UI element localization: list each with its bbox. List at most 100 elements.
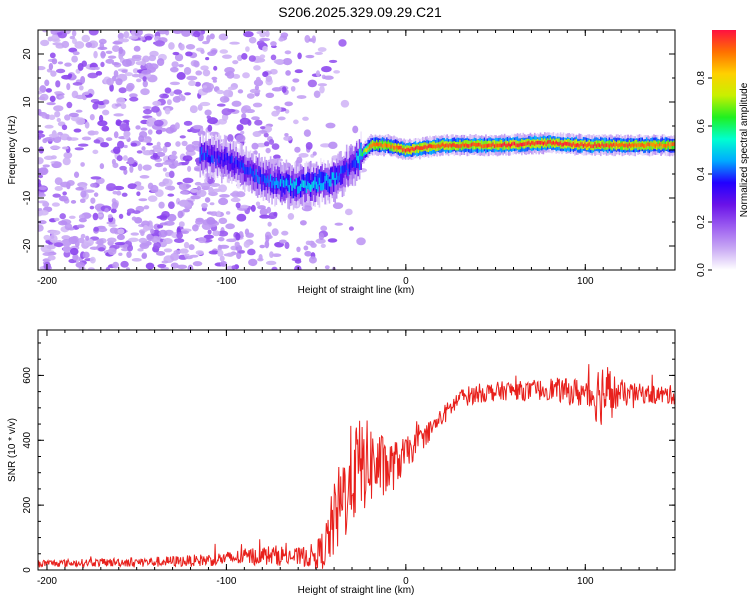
heatmap-cell bbox=[248, 258, 258, 267]
heatmap-cell bbox=[152, 145, 161, 150]
heatmap-cell bbox=[118, 87, 127, 94]
heatmap-cell bbox=[59, 181, 71, 188]
heatmap-cell bbox=[325, 173, 328, 181]
snr-y-label: SNR (10 * v/v) bbox=[7, 418, 18, 482]
heatmap-cell bbox=[193, 31, 201, 38]
heatmap-cell bbox=[209, 156, 212, 164]
heatmap-cell bbox=[411, 146, 414, 151]
heatmap-cell bbox=[284, 50, 292, 55]
heatmap-cell bbox=[200, 49, 205, 54]
heatmap-cell bbox=[227, 134, 234, 143]
heatmap-cell bbox=[615, 142, 618, 147]
heatmap-cell bbox=[139, 242, 150, 250]
heatmap-cell bbox=[178, 93, 183, 97]
heatmap-cell bbox=[137, 163, 143, 172]
heatmap-cell bbox=[261, 174, 263, 182]
heatmap-cell bbox=[516, 143, 519, 148]
heatmap-cell bbox=[589, 144, 592, 149]
heatmap-cell bbox=[123, 130, 131, 137]
heatmap-cell bbox=[625, 143, 628, 147]
heatmap-cell bbox=[391, 143, 394, 148]
heatmap-cell bbox=[470, 142, 473, 147]
heatmap-cell bbox=[236, 159, 239, 168]
heatmap-cell bbox=[129, 96, 139, 102]
heatmap-cell bbox=[238, 161, 240, 169]
heatmap-cell bbox=[485, 143, 487, 148]
heatmap-cell bbox=[254, 85, 260, 91]
heatmap-cell bbox=[254, 119, 263, 126]
heatmap-cell bbox=[406, 147, 408, 152]
heatmap-cell bbox=[673, 142, 675, 146]
y-tick-label: 600 bbox=[22, 367, 33, 384]
heatmap-cell bbox=[324, 176, 326, 184]
heatmap-cell bbox=[640, 143, 642, 147]
heatmap-cell bbox=[42, 30, 48, 33]
heatmap-cell bbox=[281, 179, 283, 197]
heatmap-cell bbox=[318, 177, 321, 186]
heatmap-cell bbox=[320, 225, 328, 232]
heatmap-cell bbox=[38, 220, 47, 225]
heatmap-cell bbox=[401, 148, 404, 152]
heatmap-cell bbox=[178, 63, 184, 68]
heatmap-cell bbox=[256, 142, 267, 148]
heatmap-cell bbox=[125, 267, 131, 270]
heatmap-cell bbox=[323, 75, 334, 80]
heatmap-cell bbox=[281, 86, 287, 93]
heatmap-cell bbox=[294, 259, 302, 264]
heatmap-cell bbox=[523, 142, 526, 146]
heatmap-cell bbox=[366, 148, 368, 153]
heatmap-cell bbox=[542, 141, 545, 146]
heatmap-cell bbox=[207, 51, 217, 57]
heatmap-cell bbox=[660, 142, 662, 147]
heatmap-cell bbox=[38, 96, 46, 101]
y-tick-label: 20 bbox=[22, 48, 33, 60]
heatmap-cell bbox=[177, 210, 184, 219]
heatmap-cell bbox=[407, 147, 410, 152]
heatmap-cell bbox=[242, 72, 250, 79]
heatmap-cell bbox=[278, 181, 281, 190]
heatmap-cell bbox=[75, 117, 86, 126]
heatmap-cell bbox=[271, 228, 279, 236]
heatmap-cell bbox=[489, 143, 492, 148]
heatmap-cell bbox=[252, 131, 262, 138]
colorbar-tick-label: 0.2 bbox=[696, 215, 707, 229]
heatmap-cell bbox=[614, 143, 616, 148]
heatmap-cell bbox=[57, 31, 67, 39]
heatmap-cell bbox=[358, 153, 361, 171]
heatmap-cell bbox=[529, 142, 532, 147]
heatmap-cell bbox=[130, 232, 140, 236]
heatmap-cell bbox=[273, 105, 281, 110]
heatmap-cell bbox=[90, 183, 97, 188]
heatmap-cell bbox=[48, 114, 56, 121]
heatmap-cell bbox=[138, 135, 145, 143]
heatmap-cell bbox=[153, 119, 164, 127]
heatmap-cell bbox=[320, 183, 322, 191]
heatmap-cell bbox=[68, 47, 78, 53]
heatmap-cell bbox=[357, 155, 359, 164]
heatmap-cell bbox=[643, 144, 645, 148]
heatmap-cell bbox=[264, 175, 266, 184]
heatmap-cell bbox=[114, 242, 126, 246]
heatmap-cell bbox=[328, 141, 338, 150]
heatmap-cell bbox=[432, 144, 434, 149]
heatmap-cell bbox=[167, 193, 175, 197]
heatmap-cell bbox=[55, 68, 66, 74]
heatmap-cell bbox=[45, 114, 51, 120]
heatmap-cell bbox=[466, 144, 469, 148]
heatmap-cell bbox=[324, 265, 330, 270]
heatmap-cell bbox=[627, 144, 629, 148]
heatmap-cell bbox=[363, 149, 365, 154]
heatmap-cell bbox=[348, 164, 351, 172]
heatmap-cell bbox=[358, 148, 361, 157]
heatmap-cell bbox=[147, 234, 154, 240]
heatmap-cell bbox=[271, 87, 283, 92]
heatmap-cell bbox=[259, 54, 266, 59]
heatmap-cell bbox=[285, 70, 291, 76]
heatmap-cell bbox=[429, 143, 431, 148]
heatmap-cell bbox=[152, 152, 158, 159]
heatmap-cell bbox=[380, 142, 382, 147]
heatmap-cell bbox=[38, 157, 44, 165]
heatmap-cell bbox=[208, 250, 219, 255]
heatmap-cell bbox=[148, 63, 159, 70]
